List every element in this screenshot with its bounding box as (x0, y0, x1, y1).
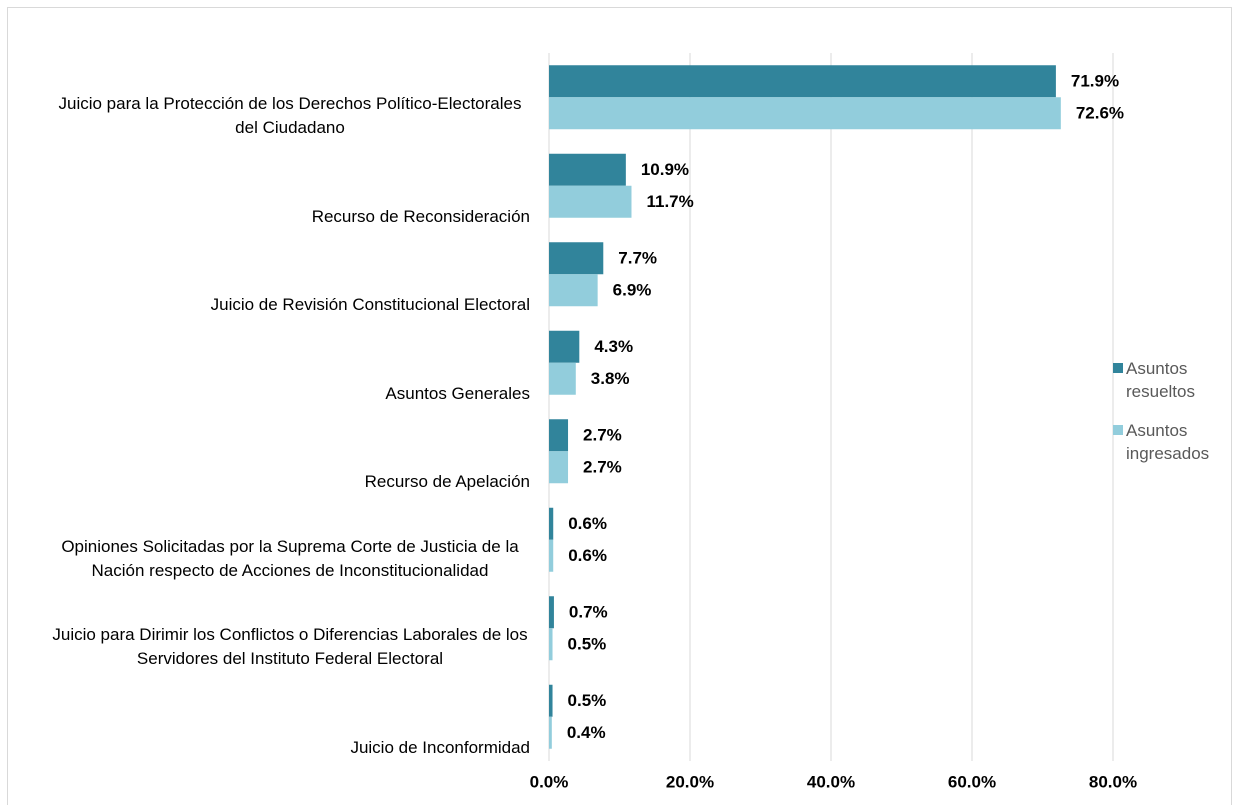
category-text: Juicio de Inconformidad (350, 737, 530, 757)
bar (549, 684, 553, 717)
category-label: Juicio de Inconformidad (50, 736, 530, 760)
legend-item: Asuntos resueltos (1113, 357, 1221, 403)
value-label: 6.9% (613, 281, 652, 300)
category-text: Juicio para la Protección de los Derecho… (58, 94, 522, 138)
bar (549, 362, 576, 395)
bar (549, 419, 569, 452)
bar (549, 539, 554, 572)
bar (549, 274, 598, 307)
category-label: Juicio para la Protección de los Derecho… (50, 92, 530, 140)
bar (549, 97, 1061, 130)
x-tick-label: 20.0% (666, 772, 714, 791)
value-label: 7.7% (618, 249, 657, 268)
category-label: Juicio para Dirimir los Conflictos o Dif… (50, 623, 530, 671)
category-text: Opiniones Solicitadas por la Suprema Cor… (61, 536, 519, 580)
value-label: 4.3% (594, 337, 633, 356)
category-text: Asuntos Generales (385, 383, 530, 403)
category-label: Opiniones Solicitadas por la Suprema Cor… (50, 535, 530, 583)
chart-frame (7, 7, 1232, 805)
legend-label: Asuntos resueltos (1126, 359, 1195, 401)
value-label: 2.7% (583, 458, 622, 477)
category-label: Recurso de Apelación (50, 470, 530, 494)
value-label: 71.9% (1071, 72, 1119, 91)
legend-swatch (1113, 363, 1123, 373)
value-label: 11.7% (646, 192, 693, 211)
category-label: Juicio de Revisión Constitucional Electo… (50, 293, 530, 317)
bar (549, 451, 569, 484)
value-label: 10.9% (641, 160, 689, 179)
bar (549, 716, 552, 749)
value-label: 0.5% (568, 635, 607, 654)
category-text: Recurso de Reconsideración (311, 206, 530, 226)
category-label: Asuntos Generales (50, 382, 530, 406)
category-text: Juicio de Revisión Constitucional Electo… (210, 295, 530, 315)
legend-swatch (1113, 425, 1123, 435)
category-text: Recurso de Apelación (364, 472, 530, 492)
x-tick-label: 0.0% (530, 772, 569, 791)
value-label: 0.5% (568, 691, 607, 710)
category-text: Juicio para Dirimir los Conflictos o Dif… (52, 625, 528, 669)
bar (549, 242, 604, 275)
bar (549, 507, 554, 540)
category-label: Recurso de Reconsideración (50, 205, 530, 229)
x-tick-label: 60.0% (948, 772, 996, 791)
legend-label: Asuntos ingresados (1126, 421, 1210, 463)
bar (549, 65, 1056, 98)
legend-item: Asuntos ingresados (1113, 419, 1221, 465)
bar (549, 596, 554, 629)
bar (549, 185, 632, 218)
x-tick-label: 40.0% (807, 772, 855, 791)
value-label: 0.6% (568, 546, 607, 565)
bar (549, 330, 580, 363)
x-tick-label: 80.0% (1089, 772, 1137, 791)
value-label: 0.6% (568, 514, 607, 533)
value-label: 3.8% (591, 369, 630, 388)
bar (549, 628, 553, 661)
value-label: 2.7% (583, 426, 622, 445)
value-label: 0.4% (567, 723, 606, 742)
value-label: 72.6% (1076, 104, 1124, 123)
value-label: 0.7% (569, 603, 608, 622)
bar (549, 153, 626, 186)
